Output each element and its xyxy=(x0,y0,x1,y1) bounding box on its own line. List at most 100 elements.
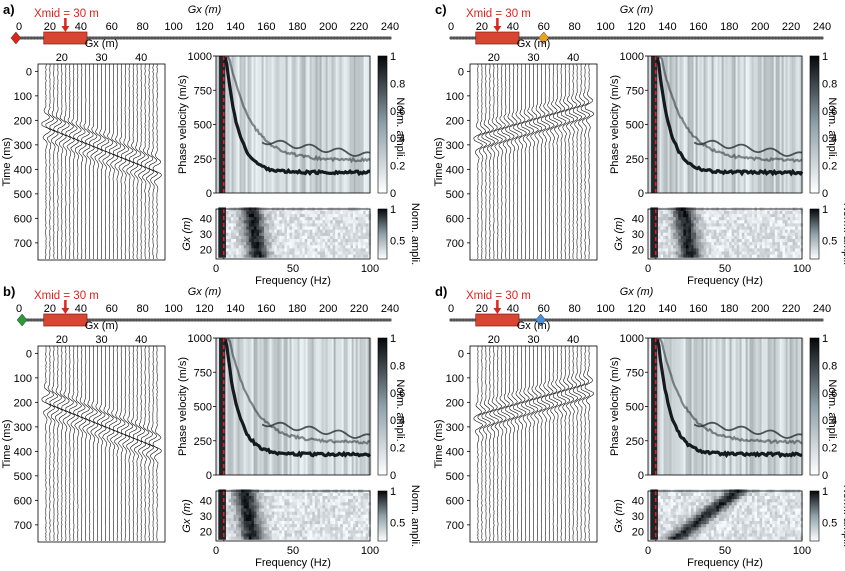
gxf-cell xyxy=(243,251,247,255)
gxf-cell xyxy=(746,492,750,496)
gxf-cell xyxy=(299,526,303,531)
gxf-cell xyxy=(711,213,715,218)
gxf-cell xyxy=(729,232,732,236)
gxf-cell xyxy=(297,232,300,236)
gxf-cell xyxy=(271,508,275,512)
gxf-cell xyxy=(299,498,303,503)
dispersion-streak xyxy=(675,56,678,193)
gxf-y-label: Gx (m) xyxy=(613,217,625,251)
gxf-cell xyxy=(335,229,339,233)
gxf-cell xyxy=(264,235,267,239)
gxf-cell xyxy=(675,505,679,509)
cable-tick-label: 200 xyxy=(319,303,337,315)
gxf-cell xyxy=(754,226,758,230)
gxf-cell xyxy=(218,226,222,230)
gxf-cell xyxy=(355,210,359,214)
gxf-cell xyxy=(248,219,252,224)
gxf-cell xyxy=(678,219,682,224)
gxf-cell xyxy=(297,251,300,255)
gxf-cell xyxy=(286,232,290,236)
geophone-dot xyxy=(227,318,231,322)
gxf-cell xyxy=(223,210,227,214)
gxf-cell xyxy=(746,514,750,518)
gxf-cell xyxy=(225,495,229,500)
gxf-cell xyxy=(795,238,799,243)
gxf-cell xyxy=(225,241,229,246)
seismic-trace xyxy=(541,345,551,542)
dispersion-streak xyxy=(321,56,324,193)
gxf-cell xyxy=(355,232,359,236)
cable-axis-label: Gx (m) xyxy=(620,4,654,16)
gxf-cell xyxy=(769,241,773,246)
gxf-cell xyxy=(678,213,682,218)
gxf-cell xyxy=(304,517,308,521)
gxf-cell xyxy=(723,517,727,521)
gxf-cell xyxy=(655,254,659,258)
gxf-cell xyxy=(774,495,778,500)
gxf-cell xyxy=(337,226,341,230)
gxf-cell xyxy=(784,495,788,500)
geophone-dot xyxy=(326,318,330,322)
dispersion-streak xyxy=(229,338,232,475)
gxf-cell xyxy=(703,526,707,531)
gxf-cell xyxy=(337,511,341,515)
gxf-cell xyxy=(340,254,344,258)
gxf-cell xyxy=(309,244,313,249)
gxf-cell xyxy=(279,235,283,239)
gxf-cell xyxy=(241,498,245,503)
gxf-cell xyxy=(693,508,697,512)
gxf-cell xyxy=(787,495,791,500)
gxf-cell xyxy=(726,514,730,518)
gxf-cell xyxy=(726,533,730,537)
gxf-cell xyxy=(652,223,656,227)
gxf-cell xyxy=(302,238,306,243)
dispersion-streak xyxy=(725,56,728,193)
geophone-dot xyxy=(372,36,377,40)
gxf-cell xyxy=(690,213,694,218)
geophone-dot xyxy=(116,36,120,40)
gxf-cell xyxy=(757,232,760,236)
gxf-cell xyxy=(276,235,280,239)
gxf-cell xyxy=(764,216,768,221)
gxf-cell xyxy=(668,223,671,227)
gather-y-tick: 200 xyxy=(14,397,32,409)
gxf-cell xyxy=(266,517,270,521)
gxf-cell xyxy=(271,536,275,540)
frequency-tick: 100 xyxy=(361,263,379,275)
gxf-cell xyxy=(711,254,715,258)
dispersion-streak xyxy=(369,338,372,475)
gxf-cell xyxy=(228,505,232,509)
gxf-cell xyxy=(782,505,786,509)
gxf-cell xyxy=(744,216,748,221)
gxf-cell xyxy=(264,514,267,518)
gxf-cell xyxy=(241,229,245,233)
gxf-cell xyxy=(228,508,232,512)
gxf-cell xyxy=(365,251,369,255)
gxf-cell xyxy=(683,505,687,509)
gxf-cell xyxy=(319,226,323,230)
gxf-cell xyxy=(238,501,242,506)
geophone-dot xyxy=(159,36,163,40)
gxf-cell xyxy=(690,223,694,227)
gxf-cell xyxy=(683,254,687,258)
panel-label: c) xyxy=(435,2,447,17)
gxf-cell xyxy=(289,219,293,224)
colorbar-tick: 0.6 xyxy=(822,106,837,118)
gxf-cell xyxy=(655,232,659,236)
gxf-cell xyxy=(274,254,278,258)
gxf-cell xyxy=(685,216,689,221)
gxf-cell xyxy=(355,517,359,521)
gxf-cell xyxy=(251,232,255,236)
gxf-cell xyxy=(228,526,232,531)
gxf-cell xyxy=(236,536,239,540)
gxf-cell xyxy=(762,219,765,224)
gxf-cell xyxy=(767,511,771,515)
gxf-cell xyxy=(350,238,354,243)
gxf-cell xyxy=(680,213,684,218)
gxf-cell xyxy=(757,508,760,512)
gxf-cell xyxy=(713,223,717,227)
gxf-cell xyxy=(757,219,760,224)
geophone-dot xyxy=(274,36,278,40)
gxf-cell xyxy=(297,530,300,534)
dispersion-streak xyxy=(737,56,740,193)
